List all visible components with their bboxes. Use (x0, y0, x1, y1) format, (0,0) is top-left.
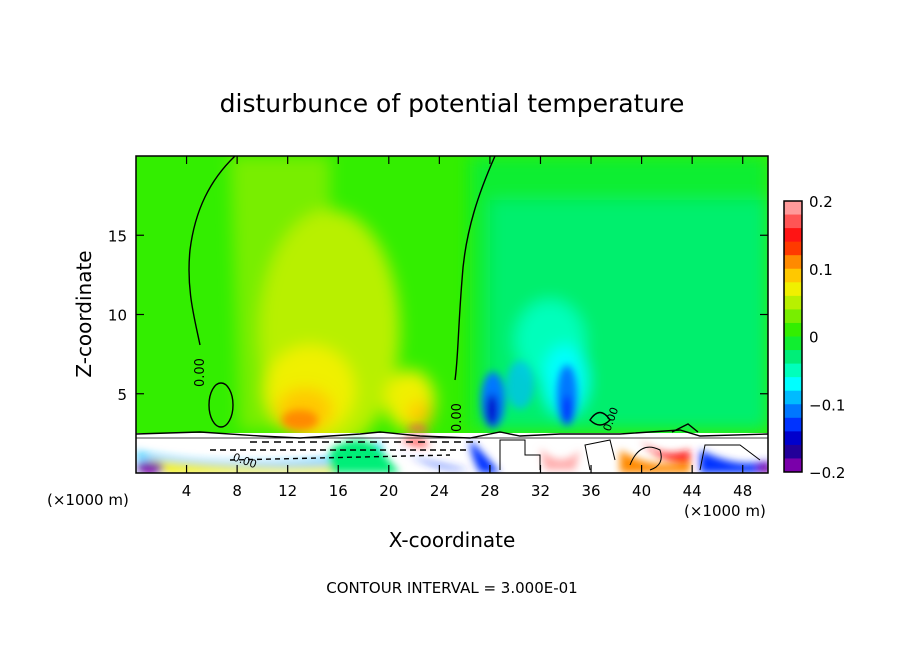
colorbar-level (784, 295, 802, 310)
surface-red-40 (540, 448, 580, 470)
colorbar-frame (783, 200, 803, 473)
contour-box-36 (584, 439, 616, 471)
x-tick-label: 24 (430, 482, 449, 500)
field-region-lightblue (506, 361, 534, 409)
x-axis-label: X-coordinate (389, 528, 516, 552)
contour-field: 0.00 0.00 0.00 0.00 (136, 156, 768, 473)
x-tick-label: 16 (329, 482, 348, 500)
contour-box-46 (699, 444, 761, 471)
field-region-deep-orange (282, 410, 318, 430)
colorbar-level (784, 282, 802, 297)
colorbar-tick-label: −0.2 (809, 464, 845, 482)
surface-blue-28 (470, 440, 500, 473)
chart-title: disturbunce of potential temperature (220, 89, 685, 118)
x-tick-label: 36 (581, 482, 600, 500)
colorbar-level (784, 350, 802, 365)
surface-blue-44 (700, 450, 768, 473)
field-region-blue-1-core (486, 394, 498, 426)
contour-lines (136, 156, 768, 471)
x-unit-left: (×1000 m) (47, 491, 129, 509)
colorbar-level (784, 268, 802, 283)
x-tick-label: 48 (733, 482, 752, 500)
surface-purple (136, 462, 164, 473)
colorbar-level (784, 417, 802, 432)
y-axis-ticks: 5 10 15 (108, 227, 768, 404)
colorbar-level (784, 444, 802, 459)
contour-small-44 (671, 423, 699, 433)
colorbar-level (784, 458, 802, 473)
colorbar-tick-label: 0.2 (809, 193, 833, 211)
colorbar-tick-label: 0.1 (809, 261, 833, 279)
field-region-blue-2-core (562, 395, 572, 425)
contour-dashed-surface-2 (229, 454, 451, 461)
contour-label: 0.00 (193, 358, 208, 387)
colorbar-level (784, 309, 802, 324)
colorbar-level (784, 241, 802, 256)
colorbar-level (784, 390, 802, 405)
contour-zero-right (454, 156, 496, 381)
colorbar: 0.2 0.1 0 −0.1 −0.2 (783, 193, 845, 482)
y-tick-label: 5 (117, 386, 127, 404)
contour-interval-footer: CONTOUR INTERVAL = 3.000E-01 (326, 579, 577, 597)
surface-red-28 (405, 425, 430, 432)
colorbar-tick-label: 0 (809, 329, 819, 347)
x-tick-label: 40 (632, 482, 651, 500)
y-tick-label: 10 (108, 307, 127, 325)
x-tick-label: 44 (683, 482, 702, 500)
colorbar-tick-label: −0.1 (809, 396, 845, 414)
x-unit-right: (×1000 m) (684, 502, 766, 520)
contour-label: 0.00 (450, 403, 465, 432)
surface-orange-42 (620, 450, 690, 473)
colorbar-level (784, 214, 802, 229)
surface-band-yellow (150, 460, 380, 473)
x-tick-label: 28 (480, 482, 499, 500)
surface-red-1 (400, 438, 430, 447)
colorbar-level (784, 336, 802, 351)
y-tick-label: 15 (108, 227, 127, 245)
x-axis-ticks: 4 8 12 16 20 24 28 32 36 40 44 48 (182, 156, 752, 500)
x-tick-label: 32 (531, 482, 550, 500)
colorbar-level (784, 322, 802, 337)
x-tick-label: 20 (379, 482, 398, 500)
x-tick-label: 12 (278, 482, 297, 500)
surface-red-42 (640, 440, 690, 463)
contour-loop-42 (629, 446, 662, 471)
contour-small-40 (589, 411, 611, 426)
x-tick-label: 8 (232, 482, 242, 500)
surface-purple-right (757, 463, 768, 473)
colorbar-level (784, 363, 802, 378)
colorbar-level (784, 377, 802, 392)
colorbar-level (784, 255, 802, 270)
contour-box-30 (499, 439, 541, 470)
field-region-orange-2 (408, 401, 432, 429)
colorbar-level (784, 201, 802, 216)
contour-zero-left (188, 156, 236, 346)
colorbar-level (784, 404, 802, 419)
x-tick-label: 4 (182, 482, 192, 500)
y-axis-label: Z-coordinate (72, 250, 96, 377)
contour-loop-left (208, 382, 234, 428)
colorbar-level (784, 431, 802, 446)
colorbar-level (784, 228, 802, 243)
